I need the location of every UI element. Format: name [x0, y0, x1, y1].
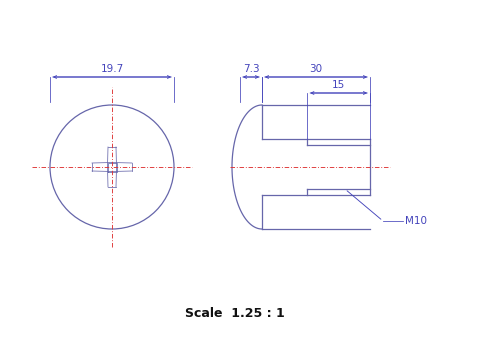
Text: 15: 15: [332, 80, 345, 91]
Text: 19.7: 19.7: [100, 64, 124, 75]
Text: M10: M10: [405, 216, 427, 226]
Text: 7.3: 7.3: [242, 64, 260, 75]
Text: Scale  1.25 : 1: Scale 1.25 : 1: [185, 307, 285, 320]
Text: 30: 30: [310, 64, 322, 75]
